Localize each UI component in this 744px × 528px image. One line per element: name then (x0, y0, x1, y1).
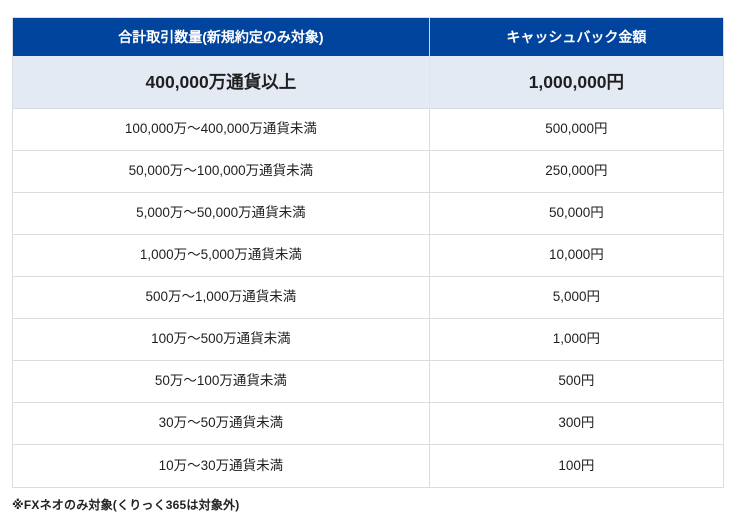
volume-cell: 1,000万～5,000万通貨未満 (13, 235, 430, 276)
volume-cell: 5,000万～50,000万通貨未満 (13, 193, 430, 234)
cashback-cell: 300円 (558, 415, 595, 431)
table-row: 1,000万～5,000万通貨未満 10,000円 (13, 235, 723, 277)
volume-cell: 10万～30万通貨未満 (13, 445, 430, 487)
table-row: 5,000万～50,000万通貨未満 50,000円 (13, 193, 723, 235)
volume-cell: 50万～100万通貨未満 (13, 361, 430, 402)
table-header-row: 合計取引数量(新規約定のみ対象) キャッシュバック金額 (13, 18, 723, 56)
table-row-highlight: 400,000万通貨以上 1,000,000円 (13, 56, 723, 109)
cashback-cell: 100円 (558, 457, 595, 473)
cashback-cell: 10,000円 (548, 247, 604, 263)
table-row: 10万～30万通貨未満 100円 (13, 445, 723, 487)
volume-cell: 30万～50万通貨未満 (13, 403, 430, 444)
volume-cell: 100,000万～400,000万通貨未満 (13, 109, 430, 150)
cashback-cell: 50,000円 (548, 205, 604, 221)
table-row: 50,000万～100,000万通貨未満 250,000円 (13, 151, 723, 193)
cashback-cell: 500円 (558, 373, 595, 389)
footnote: ※FXネオのみ対象(くりっく365は対象外) (12, 498, 240, 512)
table-row: 500万～1,000万通貨未満 5,000円 (13, 277, 723, 319)
table-row: 50万～100万通貨未満 500円 (13, 361, 723, 403)
cashback-cell: 5,000円 (552, 289, 601, 305)
volume-cell: 50,000万～100,000万通貨未満 (13, 151, 430, 192)
volume-cell: 100万～500万通貨未満 (13, 319, 430, 360)
volume-cell: 500万～1,000万通貨未満 (13, 277, 430, 318)
volume-cell: 400,000万通貨以上 (13, 56, 430, 108)
table-row: 100万～500万通貨未満 1,000円 (13, 319, 723, 361)
table-row: 100,000万～400,000万通貨未満 500,000円 (13, 109, 723, 151)
column-header-cashback: キャッシュバック金額 (506, 28, 647, 45)
cashback-tier-table: 合計取引数量(新規約定のみ対象) キャッシュバック金額 400,000万通貨以上… (12, 17, 724, 488)
cashback-cell: 1,000円 (552, 331, 601, 347)
cashback-cell: 500,000円 (545, 121, 608, 137)
cashback-cell: 250,000円 (545, 163, 608, 179)
cashback-cell: 1,000,000円 (528, 71, 625, 92)
column-header-volume: 合計取引数量(新規約定のみ対象) (13, 18, 430, 56)
table-row: 30万～50万通貨未満 300円 (13, 403, 723, 445)
